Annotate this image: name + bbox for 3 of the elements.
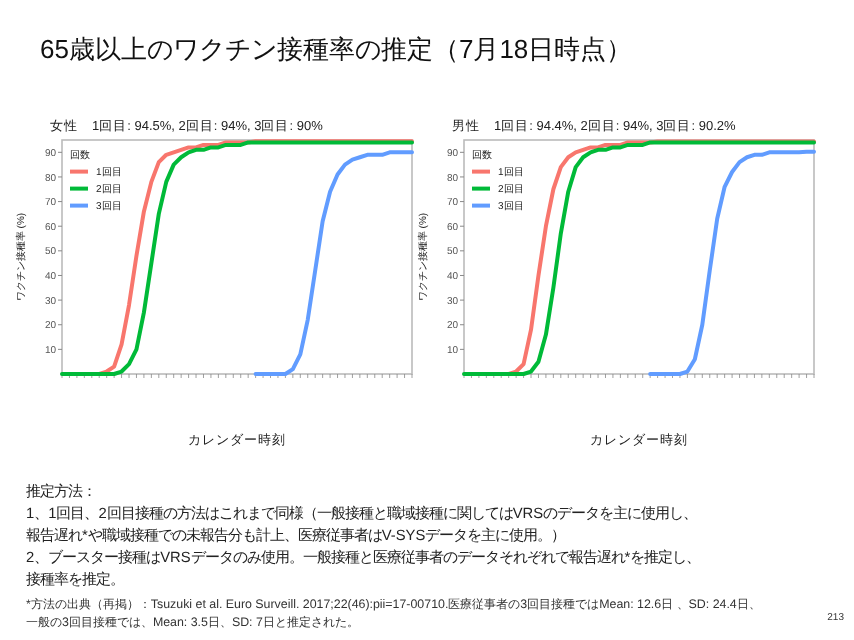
line-series [648, 149, 816, 376]
line-series [253, 150, 414, 376]
text: 65歳以上のワクチン接種率の推定（7月18日時点） [40, 34, 633, 64]
